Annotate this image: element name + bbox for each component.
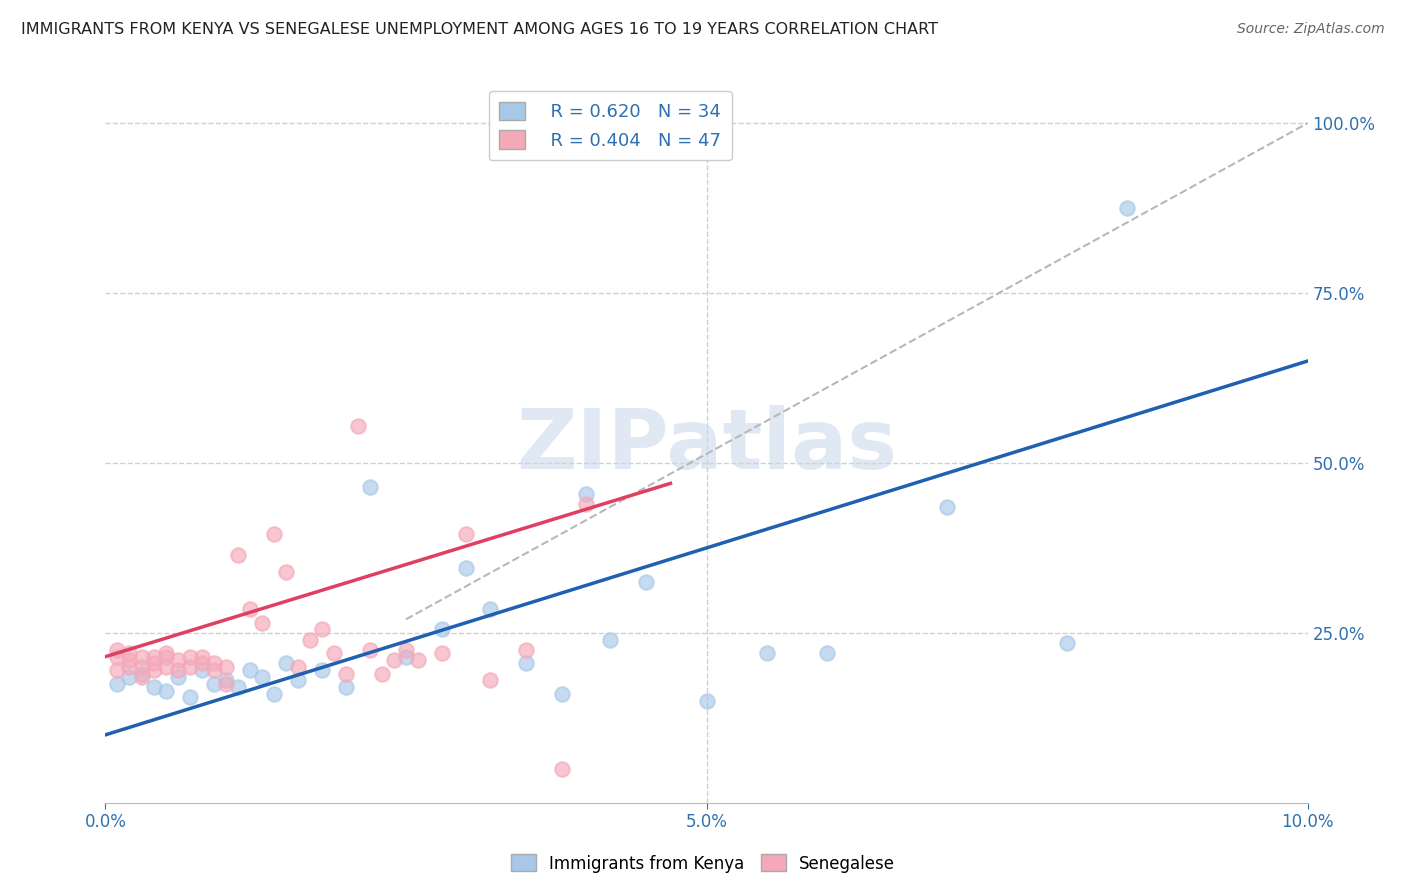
Point	[395, 649, 418, 664]
Point	[190, 663, 212, 677]
Point	[166, 653, 188, 667]
Point	[287, 673, 309, 688]
Point	[359, 480, 381, 494]
Point	[226, 680, 249, 694]
Point	[359, 643, 381, 657]
Point	[815, 646, 838, 660]
Point	[335, 680, 357, 694]
Point	[551, 687, 574, 701]
Point	[166, 670, 188, 684]
Point	[107, 649, 129, 664]
Point	[131, 670, 153, 684]
Text: Source: ZipAtlas.com: Source: ZipAtlas.com	[1237, 22, 1385, 37]
Point	[214, 677, 236, 691]
Text: ZIPatlas: ZIPatlas	[516, 406, 897, 486]
Point	[142, 649, 165, 664]
Point	[936, 500, 959, 515]
Point	[335, 666, 357, 681]
Point	[454, 561, 477, 575]
Point	[118, 660, 141, 674]
Point	[179, 660, 201, 674]
Point	[131, 649, 153, 664]
Point	[395, 643, 418, 657]
Point	[515, 643, 537, 657]
Point	[311, 623, 333, 637]
Text: IMMIGRANTS FROM KENYA VS SENEGALESE UNEMPLOYMENT AMONG AGES 16 TO 19 YEARS CORRE: IMMIGRANTS FROM KENYA VS SENEGALESE UNEM…	[21, 22, 938, 37]
Point	[636, 574, 658, 589]
Point	[311, 663, 333, 677]
Point	[575, 497, 598, 511]
Point	[250, 615, 273, 630]
Point	[755, 646, 778, 660]
Point	[430, 623, 453, 637]
Point	[118, 653, 141, 667]
Point	[131, 666, 153, 681]
Point	[202, 663, 225, 677]
Point	[479, 673, 502, 688]
Point	[142, 663, 165, 677]
Point	[274, 565, 297, 579]
Point	[599, 632, 621, 647]
Point	[1056, 636, 1078, 650]
Point	[239, 602, 262, 616]
Point	[179, 690, 201, 705]
Point	[190, 657, 212, 671]
Point	[430, 646, 453, 660]
Point	[322, 646, 344, 660]
Point	[155, 683, 177, 698]
Point	[263, 687, 285, 701]
Point	[696, 694, 718, 708]
Point	[551, 762, 574, 776]
Point	[142, 657, 165, 671]
Point	[214, 660, 236, 674]
Point	[298, 632, 321, 647]
Legend: Immigrants from Kenya, Senegalese: Immigrants from Kenya, Senegalese	[503, 847, 903, 880]
Point	[214, 673, 236, 688]
Point	[575, 486, 598, 500]
Point	[287, 660, 309, 674]
Point	[347, 418, 370, 433]
Point	[107, 677, 129, 691]
Point	[406, 653, 429, 667]
Point	[250, 670, 273, 684]
Point	[118, 670, 141, 684]
Point	[155, 646, 177, 660]
Point	[142, 680, 165, 694]
Point	[202, 677, 225, 691]
Point	[118, 646, 141, 660]
Point	[274, 657, 297, 671]
Point	[166, 663, 188, 677]
Point	[155, 660, 177, 674]
Point	[479, 602, 502, 616]
Point	[131, 660, 153, 674]
Point	[263, 527, 285, 541]
Point	[107, 643, 129, 657]
Point	[155, 649, 177, 664]
Point	[382, 653, 405, 667]
Point	[202, 657, 225, 671]
Point	[1116, 201, 1139, 215]
Point	[190, 649, 212, 664]
Point	[515, 657, 537, 671]
Point	[179, 649, 201, 664]
Point	[371, 666, 394, 681]
Point	[454, 527, 477, 541]
Point	[107, 663, 129, 677]
Point	[239, 663, 262, 677]
Legend:   R = 0.620   N = 34,   R = 0.404   N = 47: R = 0.620 N = 34, R = 0.404 N = 47	[489, 91, 733, 161]
Point	[226, 548, 249, 562]
